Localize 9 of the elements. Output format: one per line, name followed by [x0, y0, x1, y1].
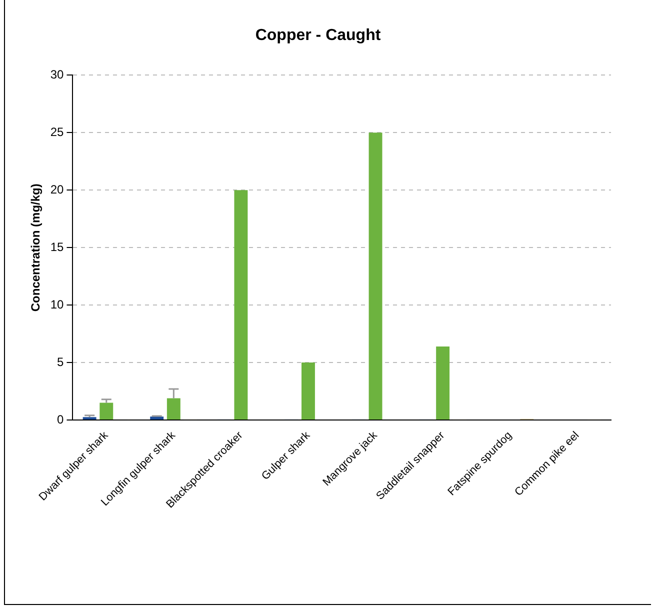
y-tick-label: 15 — [50, 240, 64, 254]
chart-title: Copper - Caught — [255, 27, 382, 44]
y-tick-label: 25 — [50, 124, 64, 139]
y-tick-label: 20 — [50, 182, 64, 196]
y-axis-title: Concentration (mg/kg) — [28, 184, 43, 312]
y-tick-label: 5 — [57, 354, 64, 369]
y-tick-label: 30 — [50, 68, 64, 82]
y-tick-label: 10 — [50, 297, 64, 312]
y-tick-label: 0 — [57, 412, 64, 426]
